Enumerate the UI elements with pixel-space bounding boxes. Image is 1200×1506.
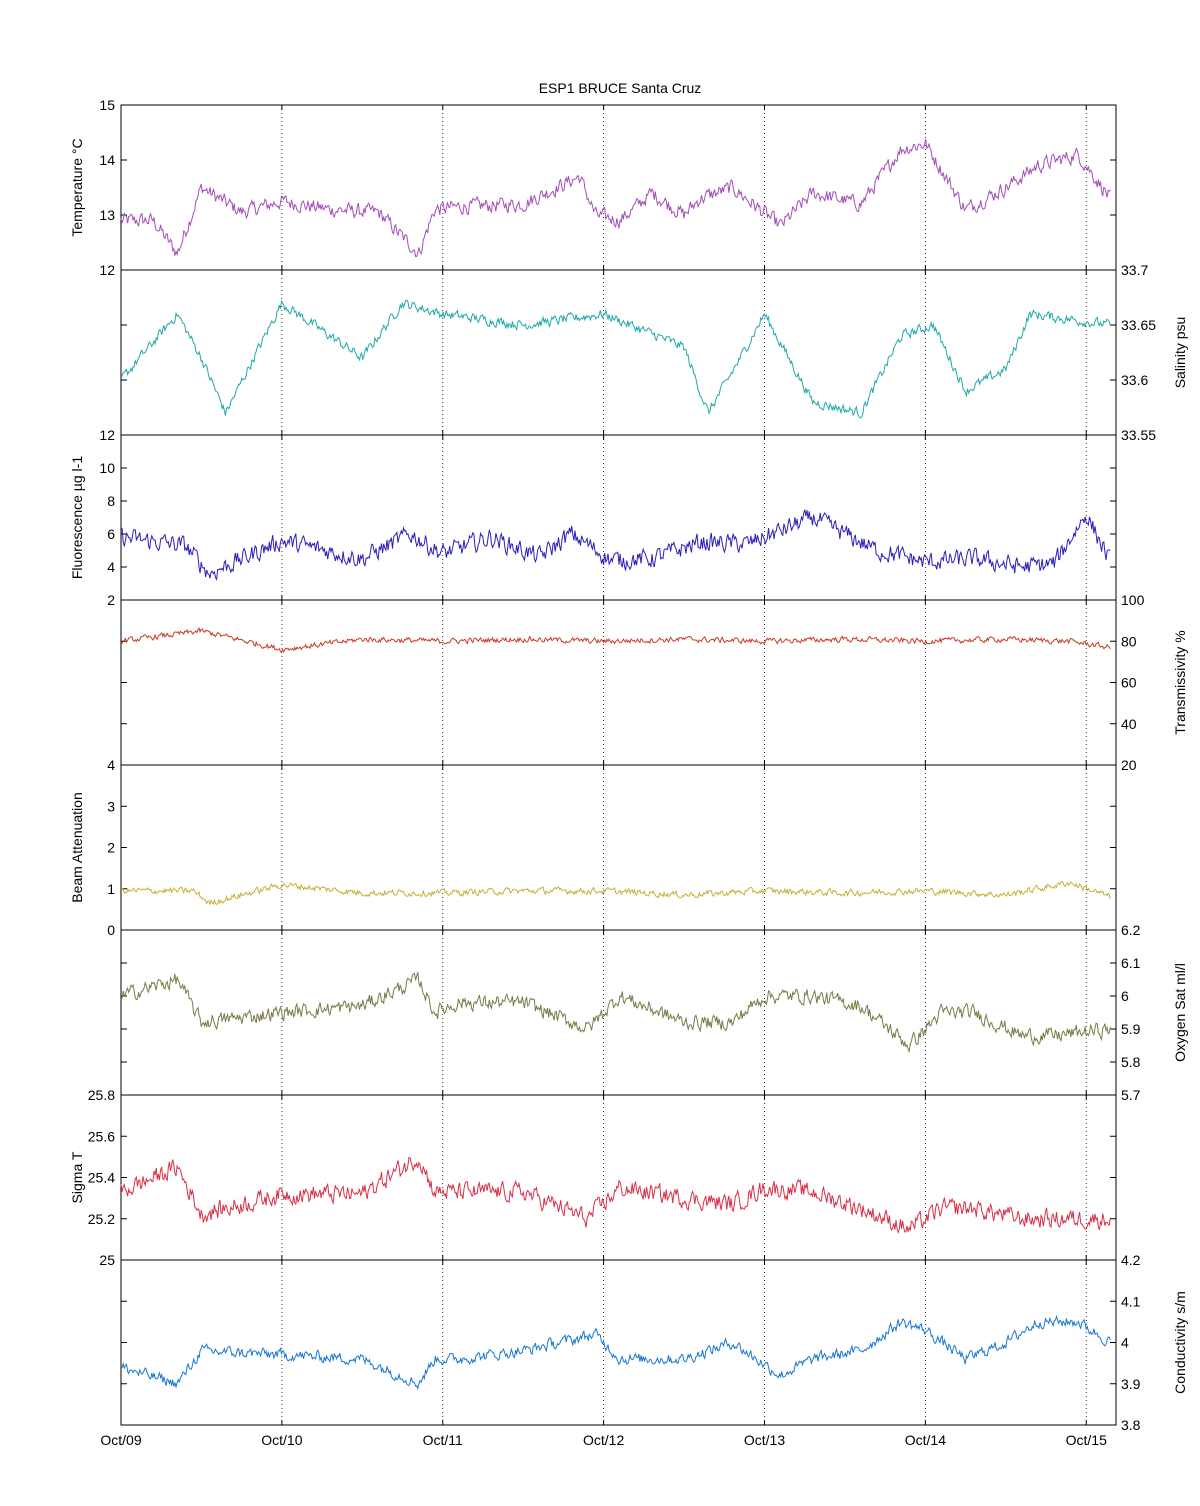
y-tick-label: 1	[107, 881, 115, 897]
x-tick-label: Oct/14	[905, 1432, 946, 1448]
y-tick-label: 12	[99, 262, 115, 278]
panel-frame	[120, 764, 1117, 931]
y-tick-label: 25.4	[88, 1170, 115, 1186]
panel-oxygen-sat: 5.7 5.8 5.9 6 6.1 6.2 Oxygen Sat ml/l	[120, 922, 1188, 1103]
y-axis-label: Oxygen Sat ml/l	[1172, 963, 1188, 1062]
series-line-oxygen-sat	[120, 971, 1111, 1054]
x-tick-label: Oct/15	[1066, 1432, 1107, 1448]
y-tick-label: 5.7	[1121, 1087, 1141, 1103]
panel-frame	[120, 1094, 1117, 1261]
y-tick-label: 33.7	[1121, 262, 1148, 278]
y-tick-label: 25.8	[88, 1087, 115, 1103]
series-line-temperature	[120, 139, 1111, 258]
x-tick-label: Oct/09	[100, 1432, 141, 1448]
y-tick-label: 8	[107, 493, 115, 509]
y-axis-label: Conductivity s/m	[1172, 1291, 1188, 1394]
y-tick-label: 6	[107, 526, 115, 542]
panel-frame	[120, 929, 1117, 1096]
y-tick-label: 2	[107, 592, 115, 608]
panel-beam-attenuation: 0 1 2 3 4 Beam Attenuation	[69, 757, 1117, 938]
y-tick-label: 2	[107, 840, 115, 856]
panel-transmissivity: 20 40 60 80 100 Transmissivity %	[120, 592, 1188, 773]
panel-sigma-t: 25 25.2 25.4 25.6 25.8 Sigma T	[69, 1087, 1117, 1268]
y-tick-label: 12	[99, 427, 115, 443]
y-tick-label: 6.1	[1121, 955, 1141, 971]
y-tick-label: 25	[99, 1252, 115, 1268]
chart-title: ESP1 BRUCE Santa Cruz	[539, 80, 702, 96]
series-line-fluorescence	[120, 509, 1111, 581]
y-tick-label: 5.8	[1121, 1054, 1141, 1070]
y-axis-label: Sigma T	[69, 1151, 85, 1203]
y-tick-label: 4	[107, 559, 115, 575]
x-tick-label: Oct/12	[583, 1432, 624, 1448]
series-line-beam-attenuation	[120, 880, 1111, 906]
y-tick-label: 5.9	[1121, 1021, 1141, 1037]
y-tick-label: 3	[107, 798, 115, 814]
y-tick-label: 20	[1121, 757, 1137, 773]
y-tick-label: 10	[99, 460, 115, 476]
y-axis-label: Fluorescence µg l-1	[69, 456, 85, 579]
y-tick-label: 13	[99, 207, 115, 223]
y-tick-label: 60	[1121, 675, 1137, 691]
y-tick-label: 4.2	[1121, 1252, 1141, 1268]
y-tick-label: 6	[1121, 988, 1129, 1004]
y-tick-label: 4	[107, 757, 115, 773]
y-tick-label: 15	[99, 97, 115, 113]
x-tick-label: Oct/13	[744, 1432, 785, 1448]
panel-frame	[120, 1259, 1117, 1426]
y-axis-label: Salinity psu	[1172, 317, 1188, 389]
y-tick-label: 0	[107, 922, 115, 938]
series-line-transmissivity	[120, 627, 1111, 654]
panel-fluorescence: 2 4 6 8 10 12 Fluorescence µg l-1	[69, 427, 1117, 608]
panel-frame	[120, 269, 1117, 436]
panel-temperature: 12 13 14 15 Temperature °C	[69, 97, 1117, 278]
y-axis-label: Beam Attenuation	[69, 792, 85, 903]
panel-frame	[120, 104, 1117, 271]
y-axis-label: Transmissivity %	[1172, 630, 1188, 735]
y-tick-label: 33.55	[1121, 427, 1156, 443]
panel-salinity: 33.55 33.6 33.65 33.7 Salinity psu	[120, 262, 1188, 443]
x-tick-label: Oct/10	[261, 1432, 302, 1448]
y-tick-label: 80	[1121, 633, 1137, 649]
y-tick-label: 14	[99, 152, 115, 168]
series-line-sigma-t	[120, 1156, 1111, 1234]
y-tick-label: 6.2	[1121, 922, 1141, 938]
panel-frame	[120, 434, 1117, 601]
y-tick-label: 4.1	[1121, 1293, 1141, 1309]
y-tick-label: 3.9	[1121, 1376, 1141, 1392]
panel-frame	[120, 599, 1117, 766]
y-tick-label: 25.6	[88, 1128, 115, 1144]
y-tick-label: 33.65	[1121, 317, 1156, 333]
series-line-conductivity	[120, 1314, 1111, 1391]
y-tick-label: 25.2	[88, 1211, 115, 1227]
panel-conductivity: 3.8 3.9 4 4.1 4.2 Conductivity s/m	[120, 1252, 1188, 1433]
y-axis-label: Temperature °C	[69, 138, 85, 236]
y-tick-label: 40	[1121, 716, 1137, 732]
series-line-salinity	[120, 299, 1111, 419]
y-tick-label: 100	[1121, 592, 1145, 608]
y-tick-label: 4	[1121, 1335, 1129, 1351]
y-tick-label: 33.6	[1121, 372, 1148, 388]
y-tick-label: 3.8	[1121, 1417, 1141, 1433]
x-tick-label: Oct/11	[423, 1432, 463, 1448]
